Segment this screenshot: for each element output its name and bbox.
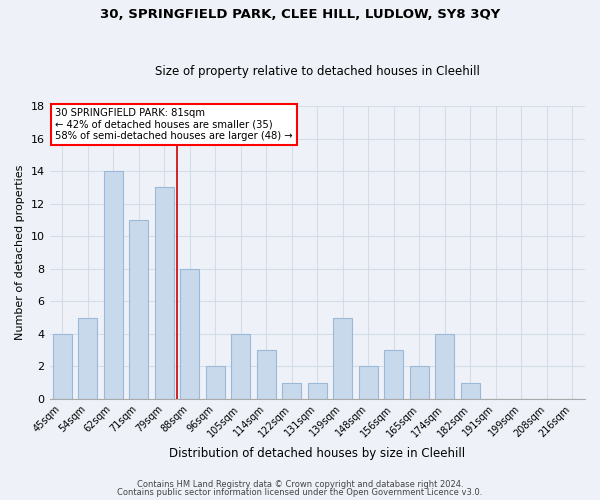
Bar xyxy=(231,334,250,399)
Bar xyxy=(282,382,301,399)
Bar xyxy=(155,188,174,399)
Bar xyxy=(53,334,72,399)
Bar xyxy=(410,366,429,399)
Bar xyxy=(384,350,403,399)
Text: Contains HM Land Registry data © Crown copyright and database right 2024.: Contains HM Land Registry data © Crown c… xyxy=(137,480,463,489)
Bar xyxy=(180,268,199,399)
Bar xyxy=(359,366,378,399)
Bar xyxy=(206,366,225,399)
Bar xyxy=(78,318,97,399)
X-axis label: Distribution of detached houses by size in Cleehill: Distribution of detached houses by size … xyxy=(169,447,466,460)
Bar xyxy=(129,220,148,399)
Bar xyxy=(308,382,327,399)
Bar xyxy=(257,350,276,399)
Bar xyxy=(461,382,480,399)
Bar xyxy=(333,318,352,399)
Text: 30, SPRINGFIELD PARK, CLEE HILL, LUDLOW, SY8 3QY: 30, SPRINGFIELD PARK, CLEE HILL, LUDLOW,… xyxy=(100,8,500,20)
Bar xyxy=(104,171,123,399)
Text: Contains public sector information licensed under the Open Government Licence v3: Contains public sector information licen… xyxy=(118,488,482,497)
Bar xyxy=(435,334,454,399)
Title: Size of property relative to detached houses in Cleehill: Size of property relative to detached ho… xyxy=(155,66,480,78)
Y-axis label: Number of detached properties: Number of detached properties xyxy=(15,165,25,340)
Text: 30 SPRINGFIELD PARK: 81sqm
← 42% of detached houses are smaller (35)
58% of semi: 30 SPRINGFIELD PARK: 81sqm ← 42% of deta… xyxy=(55,108,293,140)
